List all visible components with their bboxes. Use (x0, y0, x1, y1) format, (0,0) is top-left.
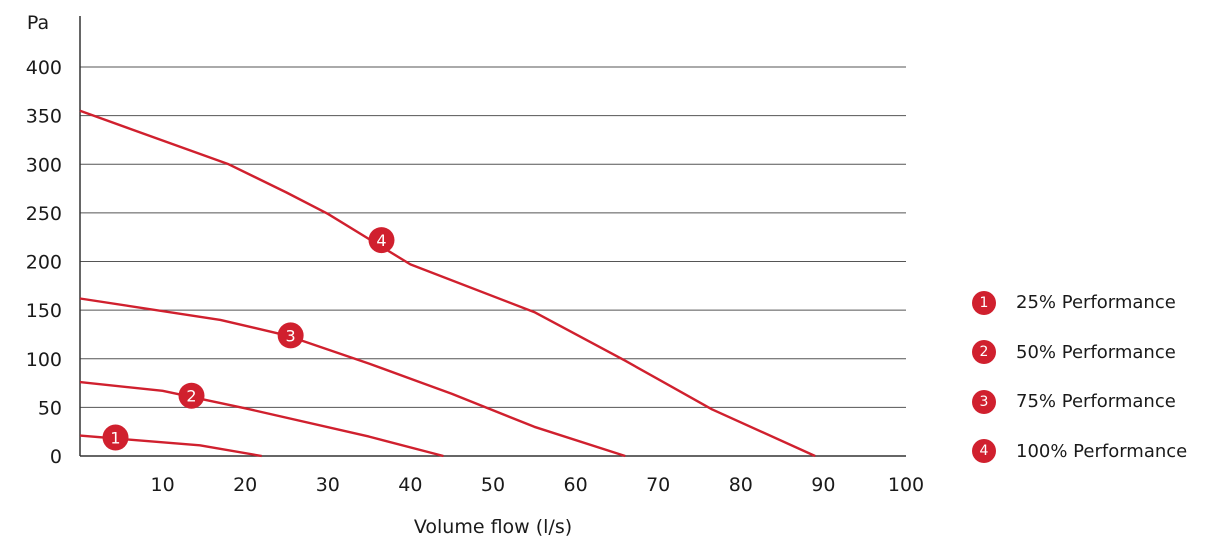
series-marker-label-1: 1 (110, 429, 120, 448)
series-marker-3 (277, 322, 304, 349)
y-tick-labels: 0 50 100 150 200 250 300 350 400 (26, 57, 62, 468)
y-tick-label: 300 (26, 154, 62, 176)
legend-label-25: 25% Performance (1016, 292, 1176, 314)
legend-badge-1: 1 (972, 290, 996, 315)
y-axis-title: Pa (27, 12, 49, 34)
series-marker-1 (102, 424, 129, 451)
legend-label-100: 100% Performance (1016, 440, 1188, 462)
legend-label-50: 50% Performance (1016, 341, 1176, 363)
legend-item-25: 1 25% Performance (972, 278, 1187, 328)
series-line-4 (79, 109, 816, 458)
series-marker-label-3: 3 (286, 326, 296, 345)
x-tick-label: 90 (811, 474, 835, 496)
legend-badge-3: 3 (972, 389, 996, 414)
legend-label-75: 75% Performance (1016, 391, 1176, 413)
legend-item-75: 3 75% Performance (972, 377, 1187, 427)
series-line-3 (79, 297, 626, 458)
x-tick-label: 60 (564, 474, 588, 496)
series-marker-2 (178, 382, 205, 409)
y-tick-label: 0 (50, 446, 62, 468)
x-tick-label: 100 (888, 474, 924, 496)
legend-badge-2: 2 (972, 340, 996, 365)
x-tick-label: 80 (729, 474, 753, 496)
y-tick-label: 200 (26, 252, 62, 274)
y-tick-label: 250 (26, 203, 62, 225)
series-marker-label-4: 4 (376, 231, 386, 250)
legend: 1 25% Performance 2 50% Performance 3 75… (972, 278, 1187, 476)
series-marker-label-2: 2 (186, 387, 196, 406)
y-tick-label: 50 (38, 397, 62, 419)
legend-badge-4: 4 (972, 439, 996, 464)
x-tick-label: 50 (481, 474, 505, 496)
x-axis-title: Volume flow (l/s) (414, 516, 572, 538)
y-tick-label: 150 (26, 300, 62, 322)
legend-item-50: 2 50% Performance (972, 328, 1187, 378)
gridlines (80, 66, 906, 408)
y-tick-label: 350 (26, 106, 62, 128)
series-line-2 (79, 380, 444, 458)
series-marker-4 (368, 227, 395, 254)
x-tick-label: 30 (316, 474, 340, 496)
y-tick-label: 400 (26, 57, 62, 79)
x-tick-label: 20 (233, 474, 257, 496)
legend-item-100: 4 100% Performance (972, 427, 1187, 477)
x-tick-labels: 10 20 30 40 50 60 70 80 90 100 (151, 474, 925, 496)
x-tick-label: 10 (151, 474, 175, 496)
series-markers: 1 2 3 4 (102, 227, 395, 451)
x-tick-label: 40 (398, 474, 422, 496)
y-tick-label: 100 (26, 349, 62, 371)
x-tick-label: 70 (646, 474, 670, 496)
